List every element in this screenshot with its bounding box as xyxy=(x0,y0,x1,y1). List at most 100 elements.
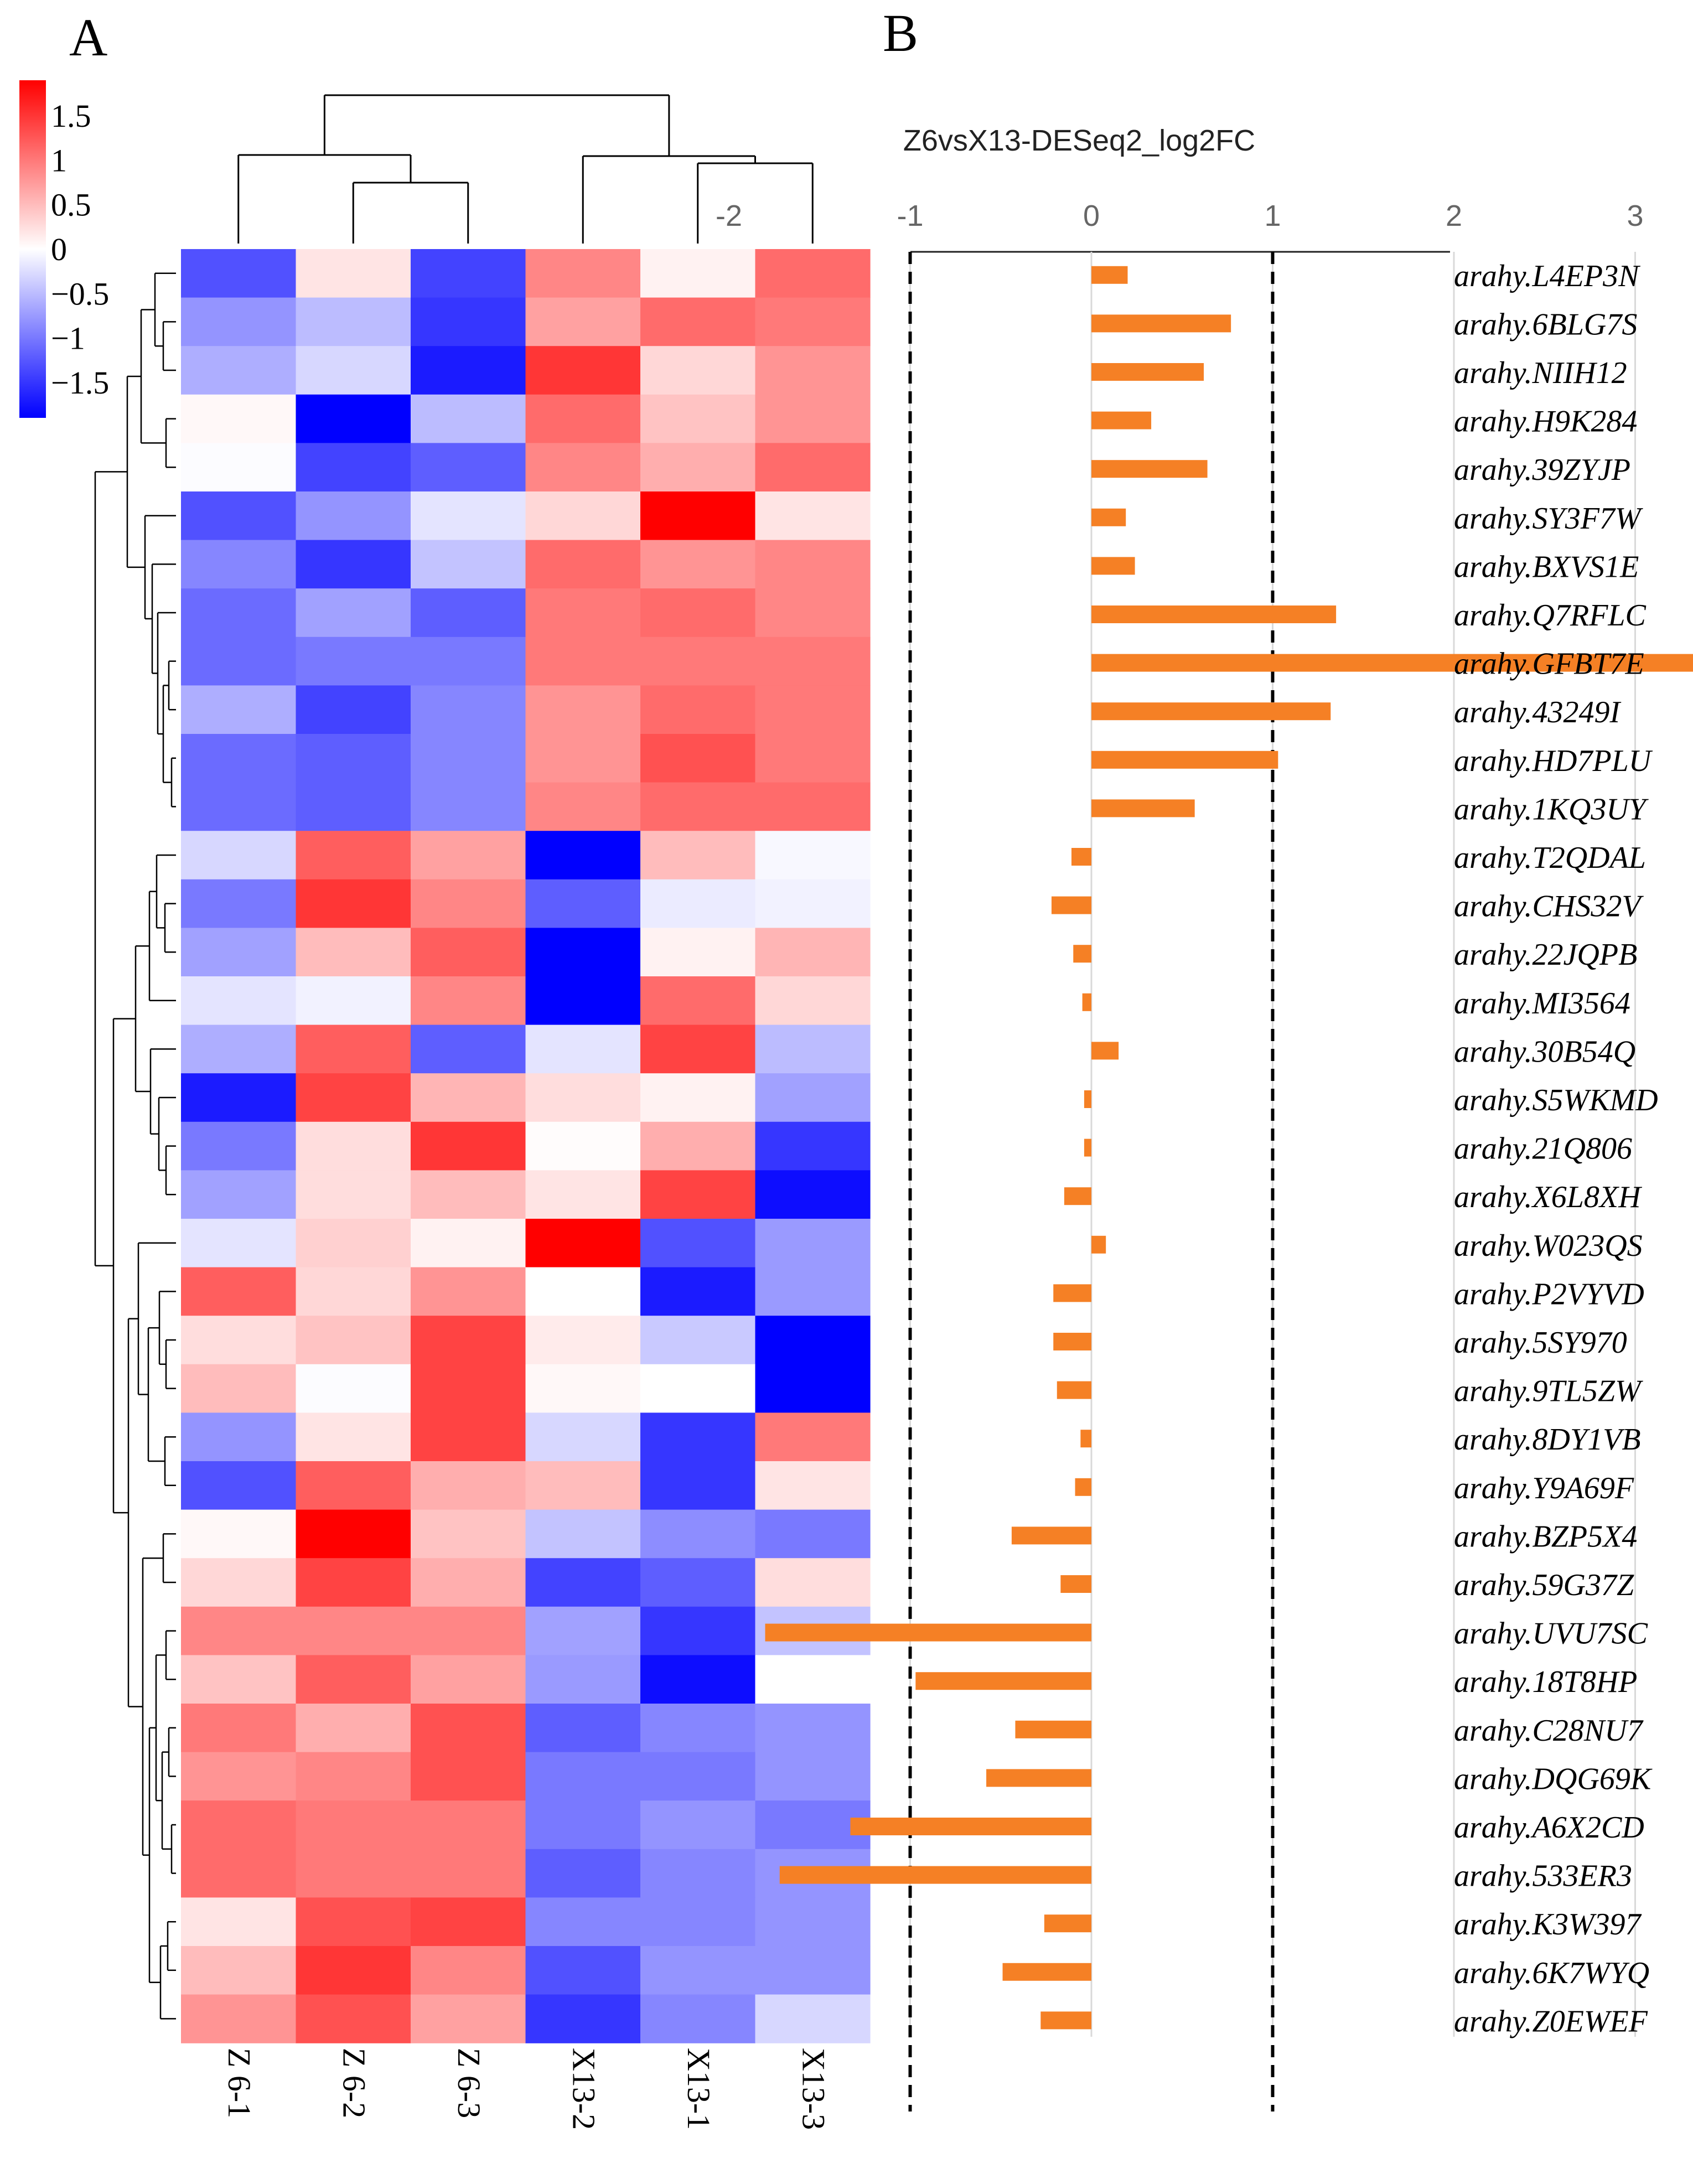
gene-label: arahy.6K7WYQ xyxy=(1454,1956,1649,1990)
heatmap-cell xyxy=(181,1509,297,1559)
heatmap-cell xyxy=(411,1558,526,1607)
heatmap-cell xyxy=(755,1267,871,1316)
color-bar-tick-label: 1 xyxy=(51,142,67,178)
heatmap-cell xyxy=(525,1897,641,1947)
heatmap-cell xyxy=(755,1994,871,2043)
gene-label: arahy.NIIH12 xyxy=(1454,356,1627,390)
heatmap-cell xyxy=(181,1606,297,1655)
gene-label: arahy.Z0EWEF xyxy=(1454,2004,1648,2038)
heatmap-cell xyxy=(411,1412,526,1462)
heatmap-cell xyxy=(755,1219,871,1268)
heatmap-cell xyxy=(525,1558,641,1607)
heatmap-cell xyxy=(755,297,871,346)
heatmap-cell xyxy=(411,782,526,831)
bar xyxy=(1080,1430,1091,1448)
heatmap-cell xyxy=(296,1800,411,1850)
heatmap-cell xyxy=(755,491,871,541)
heatmap-cell xyxy=(525,1800,641,1850)
heatmap-cell xyxy=(296,1219,411,1268)
heatmap-cell xyxy=(181,1267,297,1316)
heatmap-cell xyxy=(755,1412,871,1462)
heatmap-cell xyxy=(296,1897,411,1947)
heatmap-cell xyxy=(525,540,641,589)
heatmap-cell xyxy=(411,1994,526,2043)
heatmap-cell xyxy=(296,1509,411,1559)
heatmap-cell xyxy=(525,1849,641,1898)
bar xyxy=(1002,1963,1091,1981)
heatmap-cell xyxy=(296,879,411,928)
heatmap-cell xyxy=(411,734,526,783)
gene-label: arahy.18T8HP xyxy=(1454,1665,1637,1699)
heatmap-cell xyxy=(296,928,411,977)
heatmap-cell xyxy=(755,1752,871,1801)
heatmap-cell xyxy=(296,1994,411,2043)
heatmap-cell xyxy=(411,1752,526,1801)
color-bar-tick-label: −0.5 xyxy=(51,276,109,312)
heatmap-cell xyxy=(525,1073,641,1122)
gene-label: arahy.W023QS xyxy=(1454,1229,1643,1263)
heatmap-cell xyxy=(525,636,641,686)
heatmap-cell xyxy=(296,1073,411,1122)
heatmap-cell xyxy=(181,346,297,395)
gene-label: arahy.6BLG7S xyxy=(1454,307,1637,341)
heatmap-cell xyxy=(181,928,297,977)
bar xyxy=(1091,314,1231,333)
heatmap-cell xyxy=(640,1897,756,1947)
heatmap-cell xyxy=(181,782,297,831)
heatmap-cell xyxy=(411,588,526,638)
color-bar-tick-label: 0 xyxy=(51,231,67,267)
heatmap-cell xyxy=(296,1606,411,1655)
heatmap-cell xyxy=(525,1219,641,1268)
bar xyxy=(1057,1381,1091,1399)
heatmap-cell xyxy=(411,540,526,589)
color-bar-tick-label: −1.5 xyxy=(51,365,109,401)
bar xyxy=(915,1672,1091,1690)
heatmap-cell xyxy=(181,636,297,686)
heatmap-cell xyxy=(181,1752,297,1801)
heatmap-cell xyxy=(640,1704,756,1753)
heatmap-cell xyxy=(640,1219,756,1268)
heatmap-cell xyxy=(640,1267,756,1316)
heatmap-cell xyxy=(181,1704,297,1753)
heatmap-cell xyxy=(525,1752,641,1801)
heatmap-column-label: X13-3 xyxy=(795,2048,831,2130)
heatmap-cell xyxy=(525,1121,641,1171)
heatmap-cell xyxy=(411,1800,526,1850)
bar xyxy=(1040,2011,1091,2030)
heatmap-cell xyxy=(411,928,526,977)
heatmap-cell xyxy=(296,1316,411,1365)
heatmap-cell xyxy=(525,782,641,831)
bar xyxy=(1053,1333,1091,1350)
heatmap-cell xyxy=(181,1800,297,1850)
heatmap-cell xyxy=(411,636,526,686)
heatmap-cell xyxy=(755,443,871,492)
heatmap-column-label: Z 6-1 xyxy=(221,2048,257,2118)
heatmap-cell xyxy=(755,976,871,1026)
heatmap-cell xyxy=(525,1170,641,1219)
heatmap-cell xyxy=(755,1509,871,1559)
heatmap-cell xyxy=(640,1316,756,1365)
heatmap-cell xyxy=(640,1655,756,1704)
gene-labels: arahy.L4EP3N arahy.6BLG7S arahy.NIIH12 arah… xyxy=(1454,259,1658,2039)
heatmap-cell xyxy=(640,588,756,638)
bar-x-tick-label: -2 xyxy=(716,199,742,232)
bar-x-tick-label: 3 xyxy=(1627,199,1643,232)
heatmap-cell xyxy=(525,976,641,1026)
heatmap-cell xyxy=(640,879,756,928)
heatmap-cell xyxy=(296,394,411,443)
bar xyxy=(1084,1090,1091,1108)
heatmap-cell xyxy=(640,1024,756,1074)
heatmap-cell xyxy=(755,879,871,928)
heatmap-cell xyxy=(296,1121,411,1171)
heatmap-cell xyxy=(525,831,641,880)
heatmap-cell xyxy=(755,928,871,977)
bar xyxy=(1051,896,1091,914)
heatmap-cell xyxy=(525,346,641,395)
heatmap-cell xyxy=(181,1994,297,2043)
heatmap-cell xyxy=(411,1509,526,1559)
heatmap-cell xyxy=(296,1655,411,1704)
heatmap-cell xyxy=(296,1752,411,1801)
heatmap-cell xyxy=(181,443,297,492)
heatmap-cell xyxy=(296,491,411,541)
heatmap-cell xyxy=(181,588,297,638)
